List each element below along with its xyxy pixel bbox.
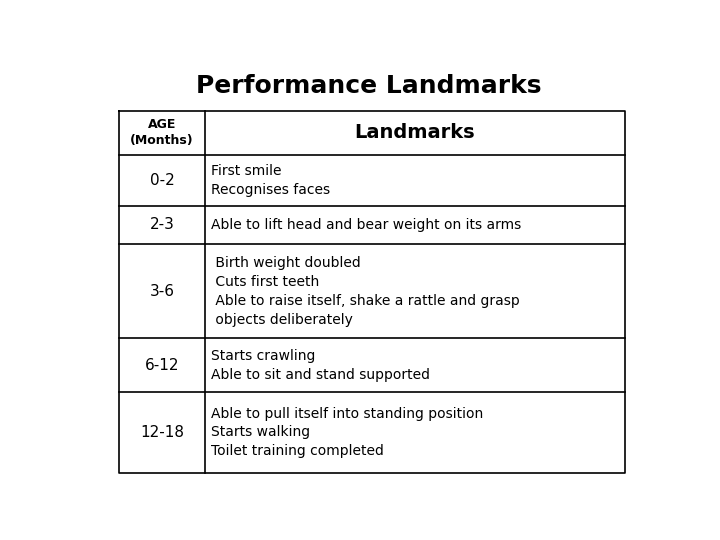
Text: Performance Landmarks: Performance Landmarks [197, 75, 541, 98]
Text: Birth weight doubled
 Cuts first teeth
 Able to raise itself, shake a rattle and: Birth weight doubled Cuts first teeth Ab… [211, 256, 520, 327]
Text: Able to pull itself into standing position
Starts walking
Toilet training comple: Able to pull itself into standing positi… [211, 407, 483, 458]
Text: First smile
Recognises faces: First smile Recognises faces [211, 164, 330, 197]
Text: Landmarks: Landmarks [354, 124, 475, 143]
Text: 3-6: 3-6 [150, 284, 174, 299]
Text: 6-12: 6-12 [145, 357, 179, 373]
Text: 12-18: 12-18 [140, 425, 184, 440]
Text: 0-2: 0-2 [150, 173, 174, 188]
Text: Starts crawling
Able to sit and stand supported: Starts crawling Able to sit and stand su… [211, 349, 430, 382]
Text: AGE
(Months): AGE (Months) [130, 118, 194, 147]
Text: 2-3: 2-3 [150, 218, 174, 232]
Text: Able to lift head and bear weight on its arms: Able to lift head and bear weight on its… [211, 218, 521, 232]
